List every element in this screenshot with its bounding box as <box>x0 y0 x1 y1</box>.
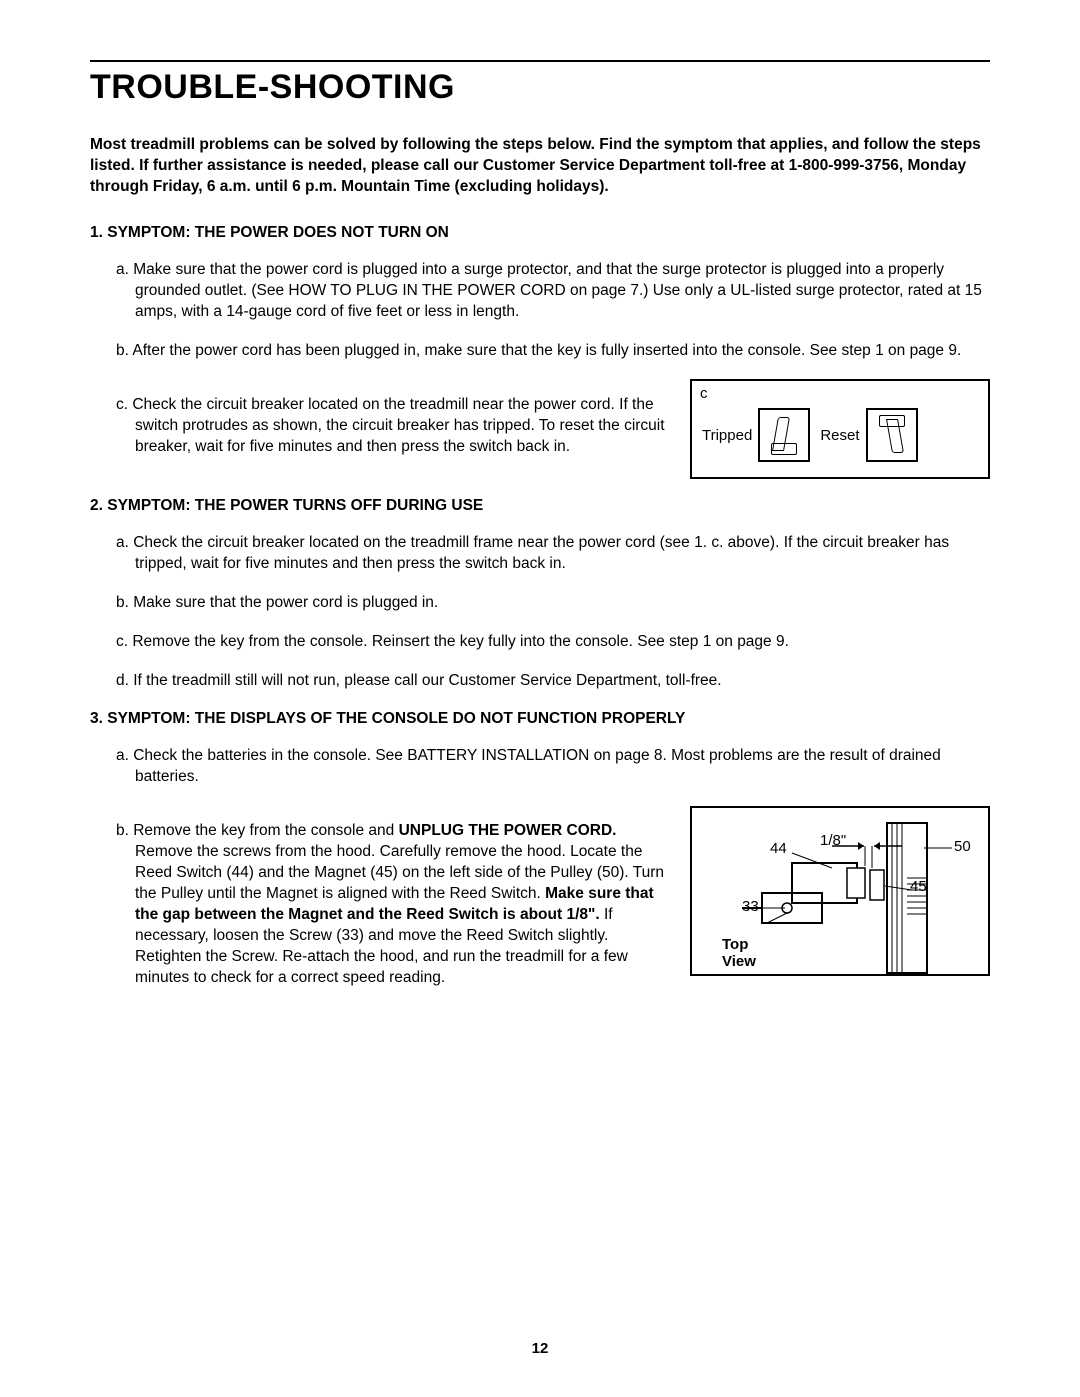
fig2-label-50: 50 <box>954 838 971 855</box>
symptom-1-heading: 1. SYMPTOM: THE POWER DOES NOT TURN ON <box>90 224 990 242</box>
symptom-2-item-c: c. Remove the key from the console. Rein… <box>116 632 990 653</box>
symptom-2-item-b: b. Make sure that the power cord is plug… <box>116 593 990 614</box>
fig2-caption: Top View <box>722 936 756 970</box>
s3b-unplug: UNPLUG THE POWER CORD. <box>399 822 617 839</box>
intro-paragraph: Most treadmill problems can be solved by… <box>90 135 990 198</box>
figure1-tripped-label: Tripped <box>702 427 752 444</box>
page-number: 12 <box>0 1340 1080 1357</box>
fig2-label-45: 45 <box>910 878 927 895</box>
page-title: TROUBLE-SHOOTING <box>90 68 990 107</box>
reset-switch-icon <box>866 408 918 462</box>
fig2-label-33: 33 <box>742 898 759 915</box>
fig2-label-gap: 1/8" <box>820 832 846 849</box>
figure1-corner-label: c <box>700 385 708 402</box>
figure-reed-switch: 44 1/8" 50 33 45 Top View <box>690 806 990 976</box>
figure1-reset-label: Reset <box>820 427 859 444</box>
symptom-1-item-c: c. Check the circuit breaker located on … <box>116 395 670 458</box>
symptom-1-item-a: a. Make sure that the power cord is plug… <box>116 260 990 323</box>
symptom-3-item-a: a. Check the batteries in the console. S… <box>116 746 990 788</box>
symptom-3-item-b: b. Remove the key from the console and U… <box>116 821 670 988</box>
fig2-label-44: 44 <box>770 840 787 857</box>
symptom-2-heading: 2. SYMPTOM: THE POWER TURNS OFF DURING U… <box>90 497 990 515</box>
tripped-switch-icon <box>758 408 810 462</box>
symptom-1-item-b: b. After the power cord has been plugged… <box>116 341 990 362</box>
s3b-pre: b. Remove the key from the console and <box>116 822 399 839</box>
symptom-2-item-a: a. Check the circuit breaker located on … <box>116 533 990 575</box>
figure-circuit-breaker: c Tripped Reset <box>690 379 990 479</box>
symptom-2-item-d: d. If the treadmill still will not run, … <box>116 671 990 692</box>
symptom-3-heading: 3. SYMPTOM: THE DISPLAYS OF THE CONSOLE … <box>90 710 990 728</box>
